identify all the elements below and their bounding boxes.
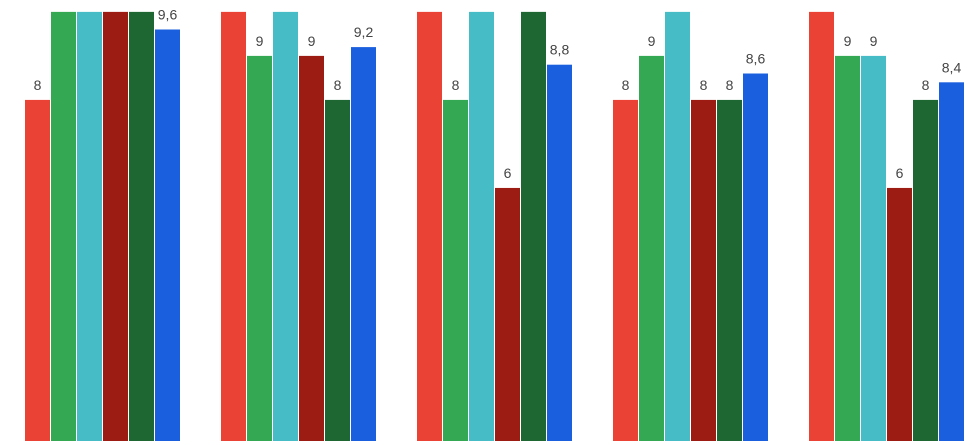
- bar: [299, 55, 324, 442]
- bar: [495, 187, 520, 441]
- value-label: 8: [622, 77, 630, 93]
- bar: [861, 55, 886, 442]
- bar: [469, 11, 494, 441]
- bar: [417, 11, 442, 441]
- bar: [325, 99, 350, 441]
- bar: [25, 99, 50, 441]
- value-label: 9: [844, 33, 852, 49]
- value-label: 8,8: [550, 42, 570, 58]
- value-label: 8: [726, 77, 734, 93]
- value-label: 8: [34, 77, 42, 93]
- bar: [155, 29, 180, 442]
- bar: [835, 55, 860, 442]
- value-label: 6: [896, 165, 904, 181]
- bar: [273, 11, 298, 441]
- bar: [717, 99, 742, 441]
- value-label: 8: [700, 77, 708, 93]
- value-label: 9: [256, 33, 264, 49]
- value-label: 8,6: [746, 51, 766, 67]
- bar: [887, 187, 912, 441]
- bar: [743, 73, 768, 441]
- bar: [77, 11, 102, 441]
- bar: [247, 55, 272, 442]
- value-label: 9,2: [354, 24, 374, 40]
- value-label: 8,4: [942, 59, 962, 75]
- value-label: 8: [334, 77, 342, 93]
- value-label: 6: [504, 165, 512, 181]
- bar: [521, 11, 546, 441]
- bar: [939, 82, 964, 441]
- bar: [51, 11, 76, 441]
- bar: [639, 55, 664, 442]
- bar: [351, 47, 376, 442]
- bar: [129, 11, 154, 441]
- bar: [547, 64, 572, 442]
- value-label: 8: [452, 77, 460, 93]
- value-label: 9: [870, 33, 878, 49]
- value-label: 9: [308, 33, 316, 49]
- bar: [221, 11, 246, 441]
- value-label: 8: [922, 77, 930, 93]
- bar: [665, 11, 690, 441]
- value-label: 9,6: [158, 6, 178, 22]
- bar: [103, 11, 128, 441]
- value-label: 9: [648, 33, 656, 49]
- bar: [913, 99, 938, 441]
- bar: [809, 11, 834, 441]
- bar: [691, 99, 716, 441]
- bar: [613, 99, 638, 441]
- bar: [443, 99, 468, 441]
